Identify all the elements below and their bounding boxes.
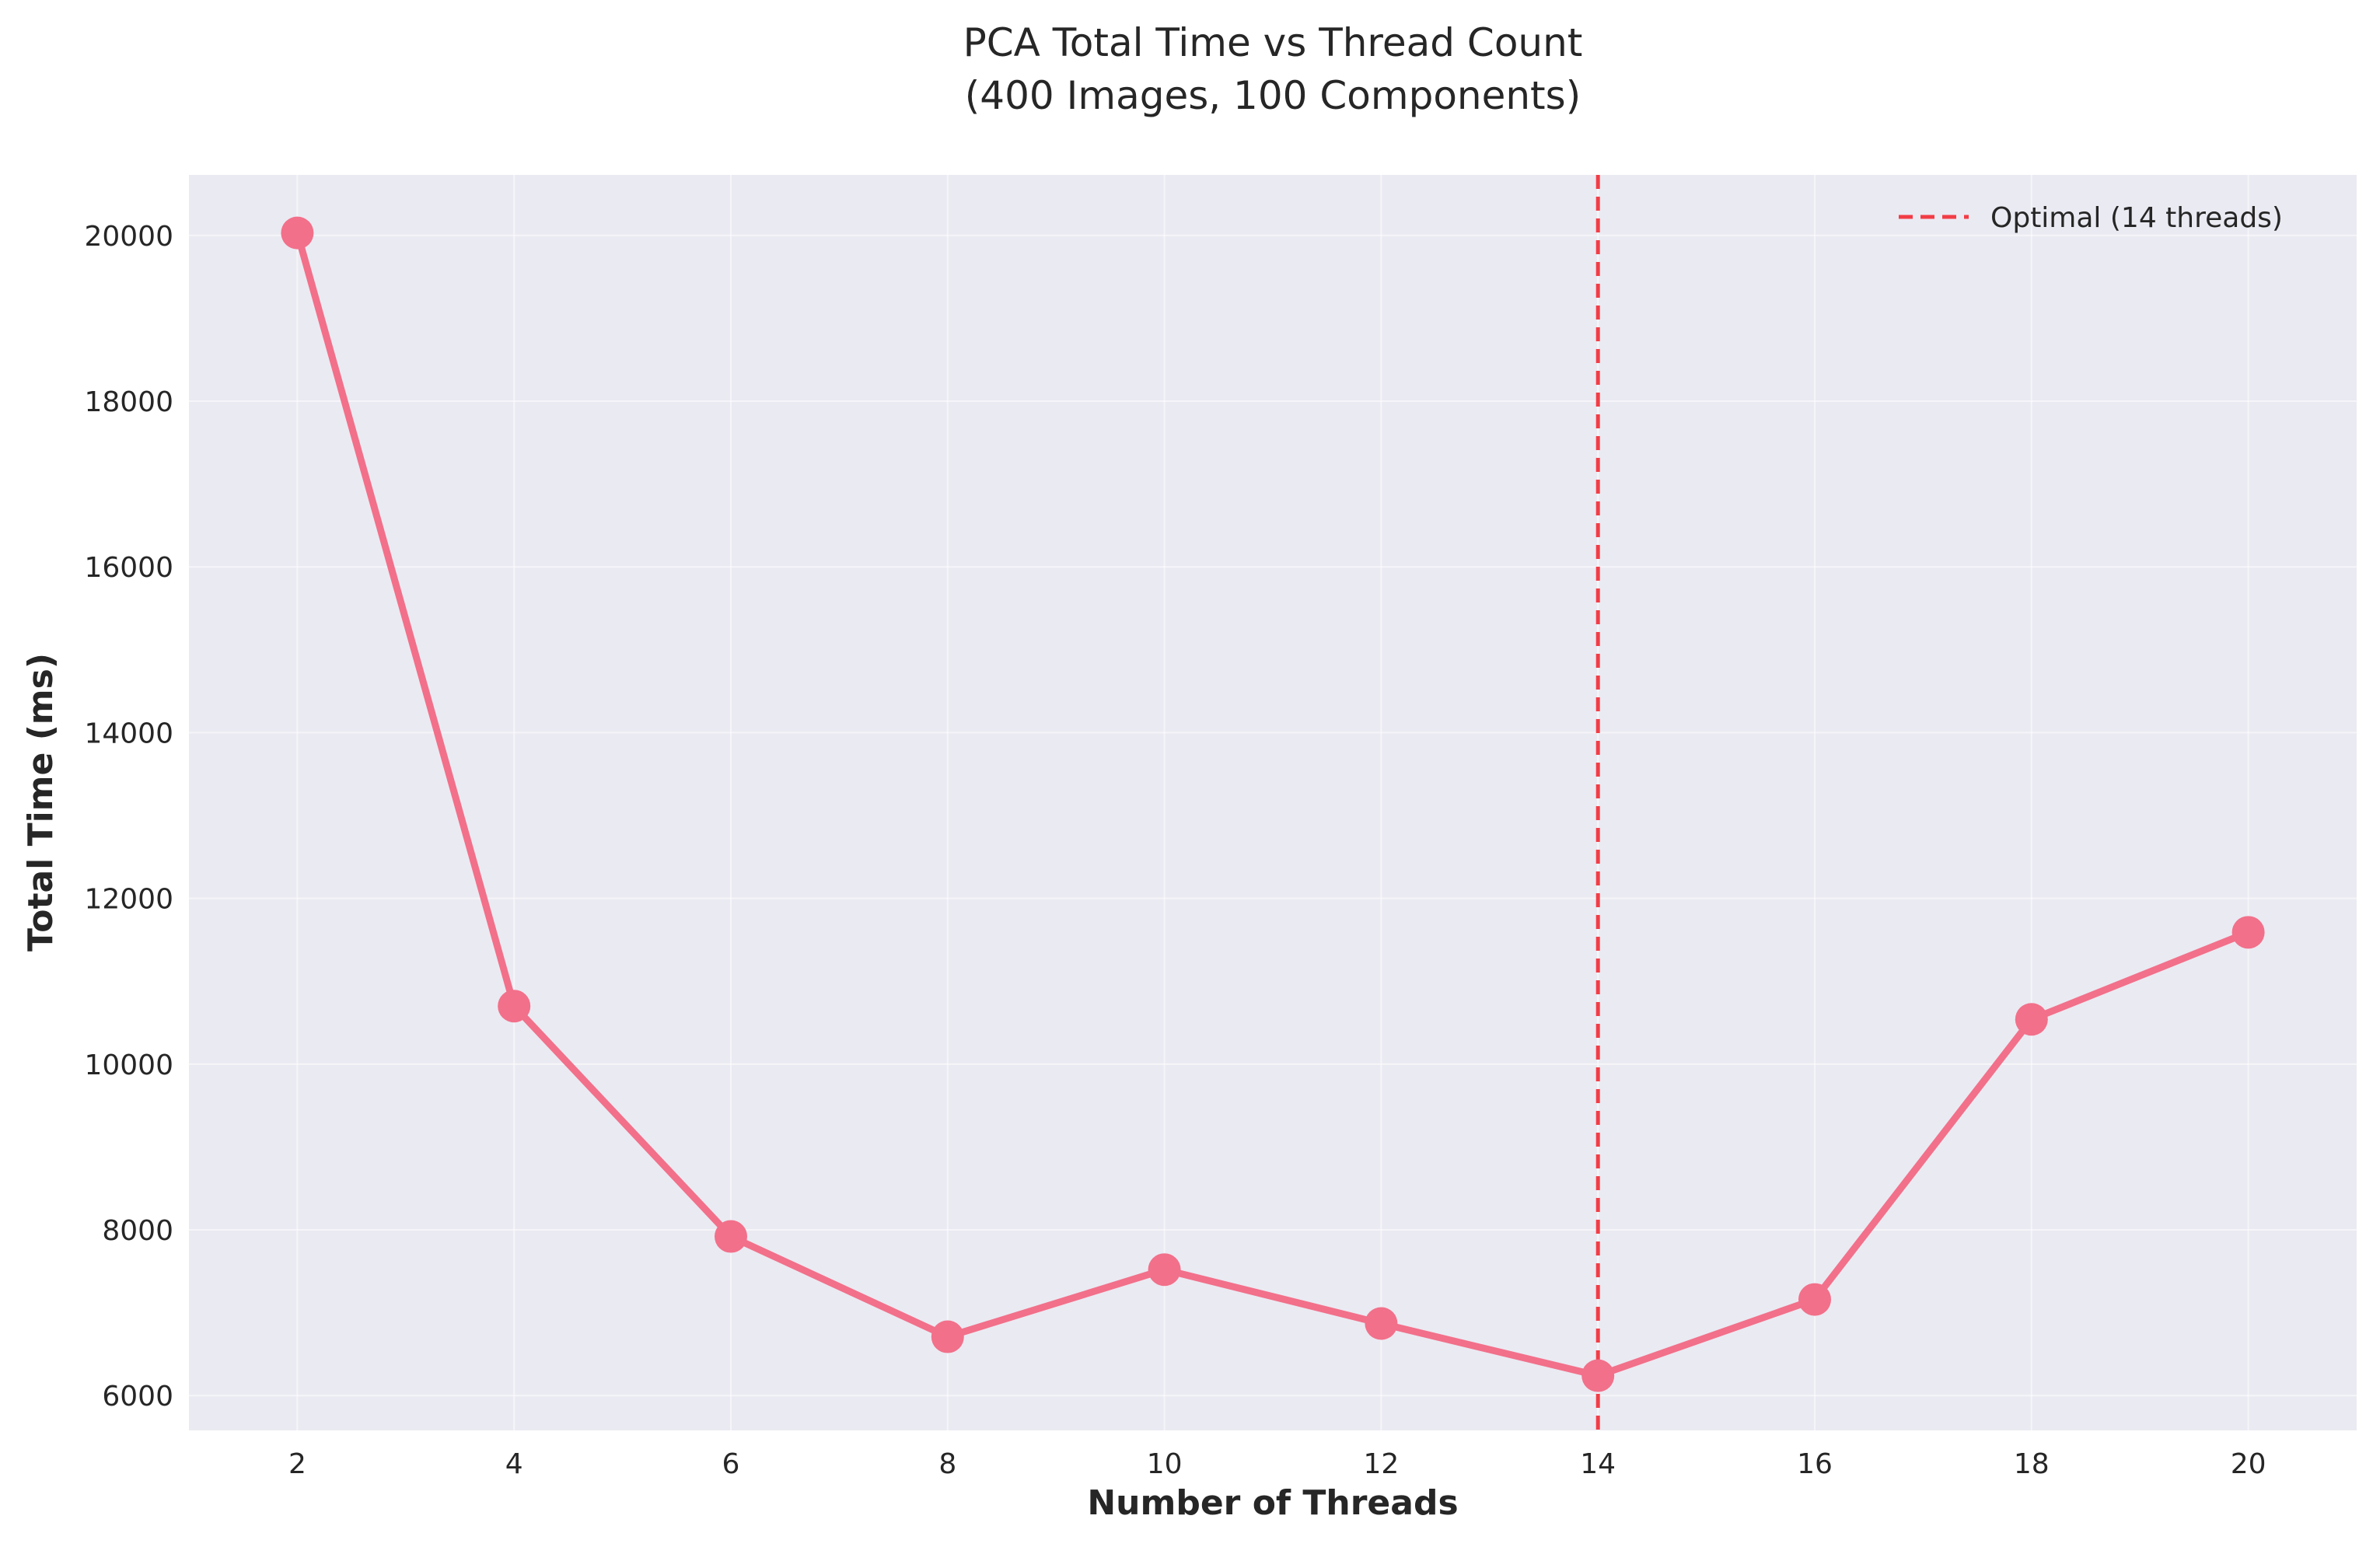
x-tick-label: 12: [1363, 1448, 1399, 1480]
x-tick-label: 6: [722, 1448, 740, 1480]
x-tick-label: 4: [505, 1448, 523, 1480]
y-tick-label: 12000: [84, 884, 173, 916]
y-tick-label: 14000: [84, 718, 173, 749]
axis-ticks: 6000 8000 10000 12000 14000 16000 18000 20000 2 4…: [84, 221, 2266, 1480]
series-line: [293, 229, 2252, 1380]
y-tick-label: 18000: [84, 386, 173, 418]
data-point: [2015, 1003, 2048, 1036]
legend: Optimal (14 threads): [1899, 202, 2283, 234]
x-tick-label: 20: [2231, 1448, 2266, 1480]
y-axis-label: Total Time (ms): [21, 653, 61, 952]
y-tick-label: 10000: [84, 1049, 173, 1081]
data-point: [1581, 1359, 1615, 1392]
legend-label: Optimal (14 threads): [1990, 202, 2283, 234]
data-point: [715, 1220, 747, 1253]
plot-area: [189, 175, 2357, 1430]
data-point: [281, 216, 314, 250]
y-tick-label: 20000: [84, 221, 173, 253]
x-tick-label: 8: [938, 1448, 956, 1480]
data-point: [931, 1320, 964, 1353]
data-point: [1365, 1307, 1398, 1340]
y-tick-label: 16000: [84, 552, 173, 584]
data-point: [1148, 1253, 1181, 1287]
x-tick-label: 18: [2014, 1448, 2050, 1480]
x-axis-label: Number of Threads: [1087, 1483, 1458, 1523]
y-tick-label: 8000: [102, 1215, 173, 1247]
x-tick-label: 2: [288, 1448, 306, 1480]
x-tick-label: 10: [1147, 1448, 1183, 1480]
series-layer: [281, 216, 2265, 1392]
data-point: [1798, 1283, 1831, 1316]
y-tick-label: 6000: [102, 1381, 173, 1413]
data-point: [2231, 916, 2265, 949]
x-tick-label: 14: [1580, 1448, 1616, 1480]
x-tick-label: 16: [1797, 1448, 1833, 1480]
data-point: [498, 990, 531, 1023]
chart-title: PCA Total Time vs Thread Count: [963, 20, 1583, 65]
chart-subtitle: (400 Images, 100 Components): [965, 73, 1581, 118]
